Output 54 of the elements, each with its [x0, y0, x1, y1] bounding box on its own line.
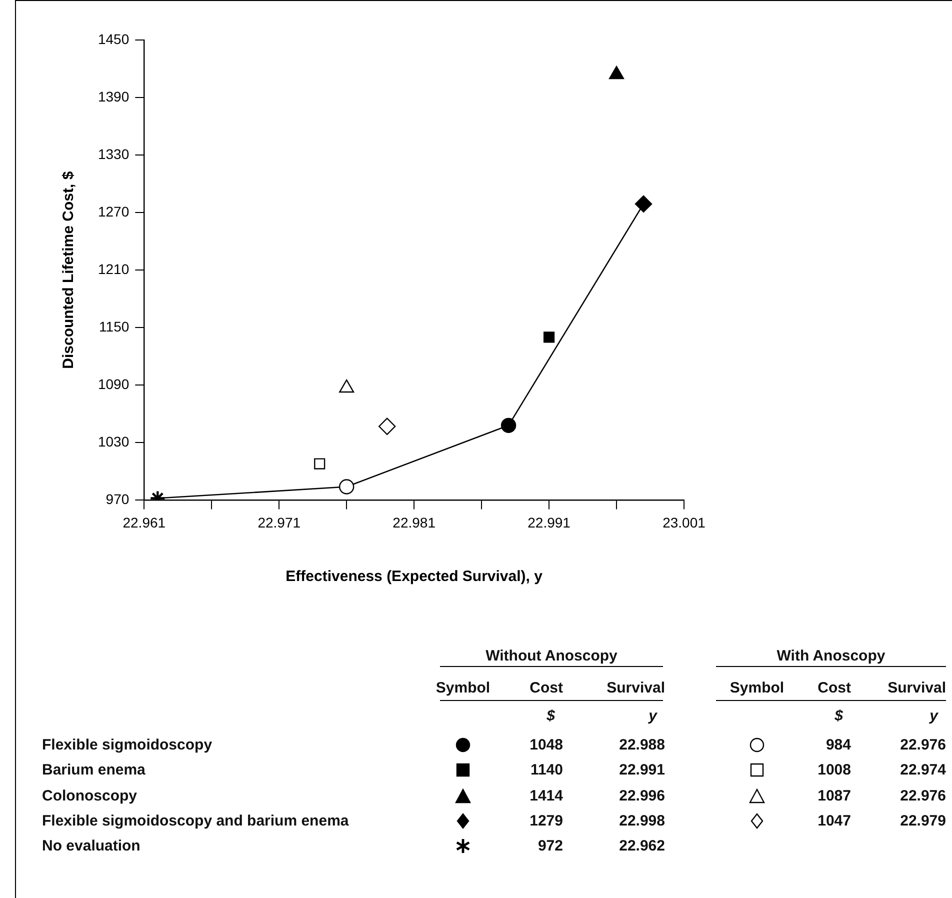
- y-tick-label: 1330: [98, 146, 130, 162]
- x-tick-label: 22.981: [392, 514, 436, 530]
- text: y: [930, 708, 938, 724]
- text: 1414: [530, 787, 563, 804]
- y-tick-label: 1270: [98, 203, 130, 220]
- text: 22.974: [900, 762, 946, 779]
- text: 972: [538, 838, 563, 855]
- text: Cost: [530, 680, 563, 696]
- y-tick-label: 1150: [99, 318, 130, 334]
- text: With Anoscopy: [776, 648, 886, 664]
- text: y: [648, 708, 657, 724]
- y-tick-label: 1090: [98, 376, 130, 392]
- text: $: [834, 708, 843, 724]
- text: 22.991: [619, 762, 665, 779]
- text: Barium enema: [42, 762, 146, 779]
- point: [338, 479, 354, 494]
- text: Survival: [606, 680, 665, 696]
- x-axis-title: Effectiveness (Expected Survival), y: [286, 568, 544, 586]
- y-tick-label: 1210: [98, 260, 130, 277]
- text: 1047: [818, 812, 851, 830]
- text: Without Anoscopy: [486, 648, 618, 664]
- text: 22.979: [900, 812, 946, 830]
- point: [500, 418, 516, 434]
- text: 1279: [530, 812, 563, 830]
- y-tick-label: 1450: [98, 30, 130, 47]
- text: Colonoscopy: [42, 787, 138, 804]
- x-tick-label: 22.961: [122, 514, 166, 530]
- text: Cost: [818, 680, 851, 696]
- text: 22.998: [619, 812, 665, 830]
- y-tick-label: 1390: [98, 88, 130, 104]
- text: No evaluation: [42, 838, 140, 855]
- text: 22.976: [900, 736, 946, 754]
- x-tick-label: 22.971: [258, 514, 301, 530]
- text: 22.976: [900, 787, 946, 804]
- text: Flexible sigmoidoscopy and barium enema: [42, 812, 349, 830]
- text: Flexible sigmoidoscopy: [42, 736, 212, 754]
- text: 1048: [530, 736, 563, 754]
- x-tick-label: 23.001: [662, 514, 706, 530]
- text: 22.996: [619, 787, 665, 804]
- point: [608, 66, 624, 80]
- text: 22.962: [619, 838, 665, 855]
- y-tick-label: 1030: [98, 434, 130, 450]
- text: 984: [826, 736, 851, 754]
- text: Symbol: [730, 680, 784, 696]
- text: 1140: [530, 762, 563, 779]
- text: $: [546, 708, 555, 724]
- y-tick-label: 970: [106, 491, 130, 508]
- text: 22.988: [619, 736, 665, 754]
- text: Survival: [888, 680, 946, 696]
- text: 1087: [818, 787, 851, 804]
- y-axis-title: Discounted Lifetime Cost, $: [60, 170, 78, 369]
- text: Symbol: [436, 680, 490, 696]
- text: 1008: [818, 762, 851, 779]
- x-tick-label: 22.991: [528, 514, 571, 530]
